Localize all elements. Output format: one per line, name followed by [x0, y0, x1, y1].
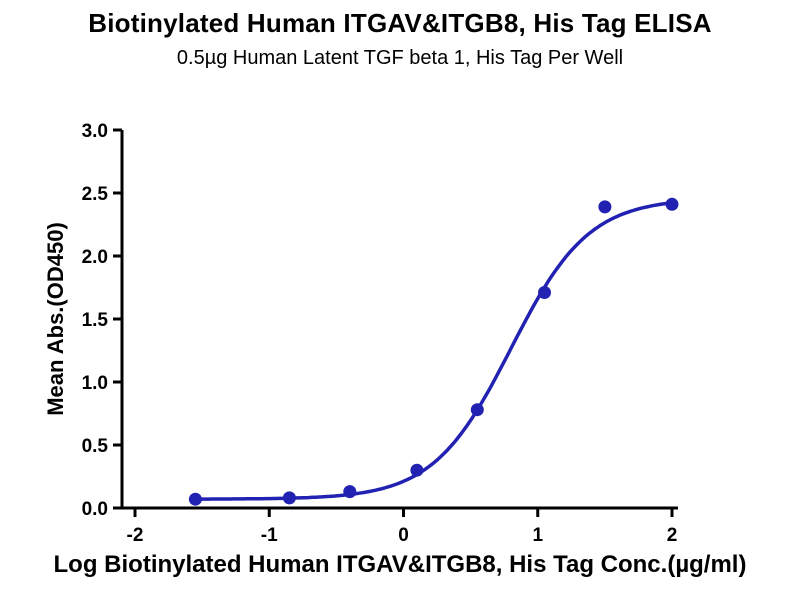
data-point: [343, 485, 357, 499]
data-point: [598, 200, 612, 214]
y-tick-label: 1.0: [82, 373, 108, 394]
y-tick-label: 2.0: [82, 247, 108, 268]
data-point: [188, 492, 202, 506]
x-tick-label: 0: [398, 525, 409, 546]
y-tick-label: 0.0: [82, 499, 108, 520]
y-tick-label: 3.0: [82, 121, 108, 142]
x-tick-label: -1: [261, 525, 278, 546]
x-tick-label: -2: [127, 525, 144, 546]
x-axis-label: Log Biotinylated Human ITGAV&ITGB8, His …: [53, 551, 747, 578]
data-point: [410, 463, 424, 477]
chart-subtitle: 0.5µg Human Latent TGF beta 1, His Tag P…: [176, 47, 624, 69]
data-point: [538, 286, 551, 299]
data-point: [470, 403, 484, 417]
y-tick-label: 0.5: [82, 436, 109, 457]
y-tick-label: 1.5: [82, 310, 109, 331]
x-tick-label: 1: [532, 525, 543, 546]
data-point: [282, 491, 296, 505]
y-tick-label: 2.5: [82, 184, 109, 205]
fit-curve: [195, 201, 671, 501]
data-point: [665, 197, 679, 211]
chart-title: Biotinylated Human ITGAV&ITGB8, His Tag …: [88, 8, 712, 38]
x-tick-label: 2: [667, 525, 678, 546]
